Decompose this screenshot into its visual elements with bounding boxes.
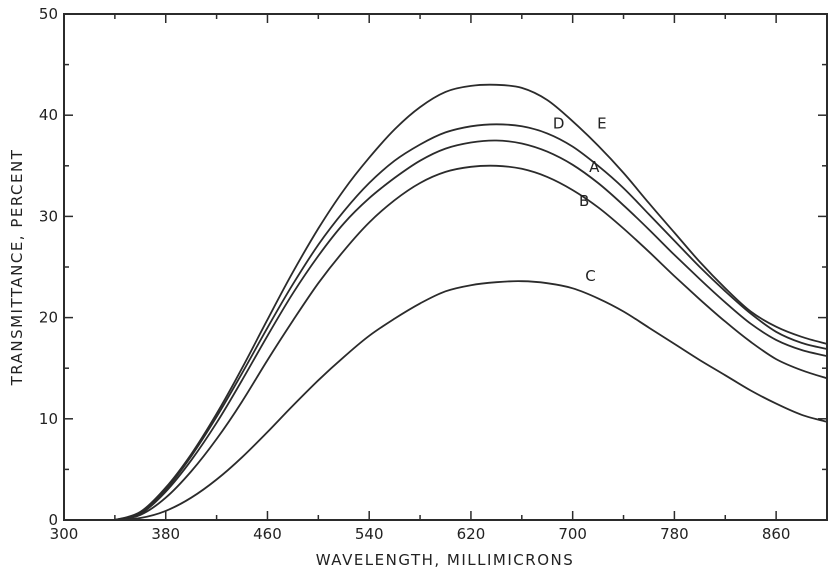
x-axis-title: WAVELENGTH, MILLIMICRONS <box>316 551 575 569</box>
x-tick-label: 300 <box>50 525 79 543</box>
x-tick-label: 460 <box>253 525 282 543</box>
curve-labels: E D AB C <box>553 114 607 285</box>
y-tick-label: 30 <box>39 207 58 225</box>
y-tick-label: 10 <box>39 410 58 428</box>
y-tick-label: 0 <box>48 511 58 529</box>
axis-ticks: 300 380 460 540 620 700 780 860 0 10 20 30 40 50 <box>39 5 827 543</box>
curve-label-d: D <box>553 114 565 132</box>
x-tick-label: 860 <box>762 525 791 543</box>
x-tick-label: 620 <box>457 525 486 543</box>
series-line-e <box>114 83 828 521</box>
series-line-d <box>114 123 828 521</box>
series-line-b <box>114 164 828 521</box>
x-tick-label: 540 <box>355 525 384 543</box>
curve-label-b: B <box>579 192 589 210</box>
series-group <box>114 83 828 521</box>
curve-label-a: A <box>589 158 600 176</box>
series-line-c <box>114 280 828 521</box>
y-tick-label: 50 <box>39 5 58 23</box>
series-line-a <box>114 139 828 521</box>
y-axis-title: TRANSMITTANCE, PERCENT <box>8 149 26 387</box>
y-tick-label: 20 <box>39 309 58 327</box>
curve-label-c: C <box>585 267 595 285</box>
x-tick-label: 380 <box>151 525 180 543</box>
curve-label-e: E <box>597 114 606 132</box>
x-tick-label: 780 <box>660 525 689 543</box>
y-tick-label: 40 <box>39 106 58 124</box>
plot-frame <box>63 13 828 521</box>
x-tick-label: 700 <box>558 525 587 543</box>
